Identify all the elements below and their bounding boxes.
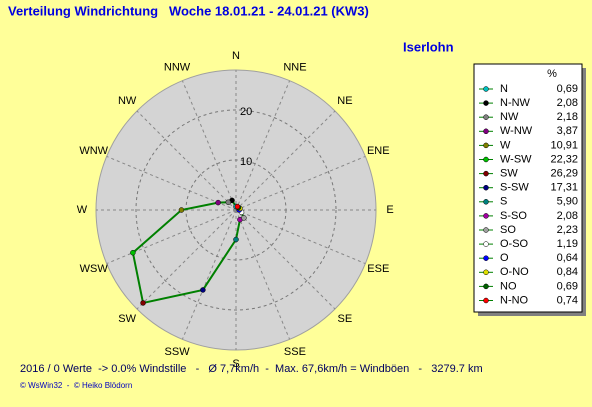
legend-marker bbox=[483, 156, 489, 163]
legend-label: W-NW bbox=[500, 125, 533, 137]
legend-marker bbox=[483, 100, 489, 106]
direction-label: W bbox=[77, 204, 88, 216]
legend-label: NO bbox=[500, 280, 517, 292]
point bbox=[130, 249, 136, 256]
legend-value: 3,87 bbox=[557, 125, 578, 137]
direction-label: NNE bbox=[283, 62, 306, 74]
point bbox=[233, 236, 239, 243]
point bbox=[234, 203, 241, 210]
legend-label: S-SW bbox=[500, 182, 529, 194]
legend-label: SW bbox=[500, 168, 518, 180]
legend-value: 0,74 bbox=[557, 294, 578, 306]
direction-label: SW bbox=[118, 313, 136, 325]
direction-label: NW bbox=[118, 95, 137, 107]
legend-label: W bbox=[500, 139, 511, 151]
legend-value: 2,08 bbox=[557, 210, 578, 222]
legend-marker bbox=[483, 142, 489, 149]
spoke bbox=[235, 209, 366, 265]
point bbox=[200, 287, 206, 293]
legend-label: O-NO bbox=[500, 266, 529, 278]
legend-marker bbox=[483, 199, 489, 205]
legend-marker bbox=[483, 184, 489, 191]
spoke bbox=[136, 110, 237, 211]
direction-label: E bbox=[386, 204, 393, 216]
legend-value: 10,91 bbox=[550, 139, 578, 151]
direction-label: SE bbox=[338, 313, 353, 325]
legend-marker bbox=[483, 128, 489, 135]
legend-value: 22,32 bbox=[550, 153, 578, 165]
point bbox=[225, 199, 232, 206]
r-tick-label: 20 bbox=[240, 106, 252, 118]
legend-marker bbox=[483, 114, 489, 120]
direction-label: SSE bbox=[284, 346, 306, 358]
legend-marker bbox=[483, 86, 489, 92]
spoke bbox=[136, 209, 237, 310]
legend-label: N-NW bbox=[500, 97, 531, 109]
point bbox=[178, 207, 185, 213]
legend-marker bbox=[483, 213, 489, 219]
legend-value: 0,64 bbox=[557, 252, 578, 264]
direction-label: ESE bbox=[367, 263, 389, 275]
legend-value: 2,23 bbox=[557, 224, 578, 236]
legend-value: 2,08 bbox=[557, 97, 578, 109]
direction-label: ENE bbox=[367, 145, 390, 157]
point bbox=[241, 215, 247, 221]
direction-label: N bbox=[232, 50, 240, 62]
legend-label: O bbox=[500, 252, 509, 264]
legend-title: % bbox=[547, 68, 557, 80]
legend-value: 26,29 bbox=[550, 168, 578, 180]
spoke bbox=[181, 80, 237, 211]
legend-value: 0,69 bbox=[557, 83, 578, 95]
credit: © WsWin32 - © Heiko Blödorn bbox=[20, 381, 132, 390]
point bbox=[215, 199, 221, 206]
legend-label: NW bbox=[500, 111, 519, 123]
spoke bbox=[106, 155, 237, 211]
point bbox=[140, 300, 146, 306]
spoke bbox=[181, 209, 237, 340]
spoke bbox=[235, 155, 366, 211]
legend-value: 0,84 bbox=[557, 266, 578, 278]
legend-marker bbox=[483, 241, 489, 247]
direction-label: WSW bbox=[80, 263, 109, 275]
grid-ring bbox=[135, 109, 337, 311]
legend-label: S-SO bbox=[500, 210, 527, 222]
legend-label: S bbox=[500, 196, 507, 208]
spoke bbox=[235, 110, 336, 211]
legend-label: O-SO bbox=[500, 238, 529, 250]
legend-value: 2,18 bbox=[557, 111, 578, 123]
legend-marker bbox=[483, 297, 489, 304]
direction-label: SSW bbox=[165, 346, 191, 358]
chart-title: Verteilung Windrichtung Woche 18.01.21 -… bbox=[8, 3, 369, 18]
legend-label: SO bbox=[500, 224, 516, 236]
legend-value: 5,90 bbox=[557, 196, 578, 208]
legend-label: W-SW bbox=[500, 153, 532, 165]
footer: 2016 / 0 Werte -> 0.0% Windstille - Ø 7,… bbox=[20, 363, 483, 375]
direction-label: NNW bbox=[164, 62, 191, 74]
spoke bbox=[106, 209, 237, 265]
location: Iserlohn bbox=[403, 39, 454, 54]
legend-marker bbox=[483, 269, 489, 276]
legend-marker bbox=[483, 283, 489, 290]
direction-label: WNW bbox=[79, 145, 108, 157]
legend-marker bbox=[483, 227, 489, 233]
legend-label: N-NO bbox=[500, 294, 529, 306]
legend-value: 0,69 bbox=[557, 280, 578, 292]
spoke bbox=[235, 209, 336, 310]
spoke bbox=[235, 209, 291, 340]
legend-value: 17,31 bbox=[550, 182, 578, 194]
legend-label: N bbox=[500, 83, 508, 95]
legend-value: 1,19 bbox=[557, 238, 578, 250]
direction-label: S bbox=[232, 358, 239, 370]
legend-marker bbox=[483, 170, 489, 177]
direction-label: NE bbox=[337, 95, 352, 107]
legend-marker bbox=[483, 255, 489, 261]
spoke bbox=[235, 80, 291, 211]
r-tick-label: 10 bbox=[240, 156, 252, 168]
